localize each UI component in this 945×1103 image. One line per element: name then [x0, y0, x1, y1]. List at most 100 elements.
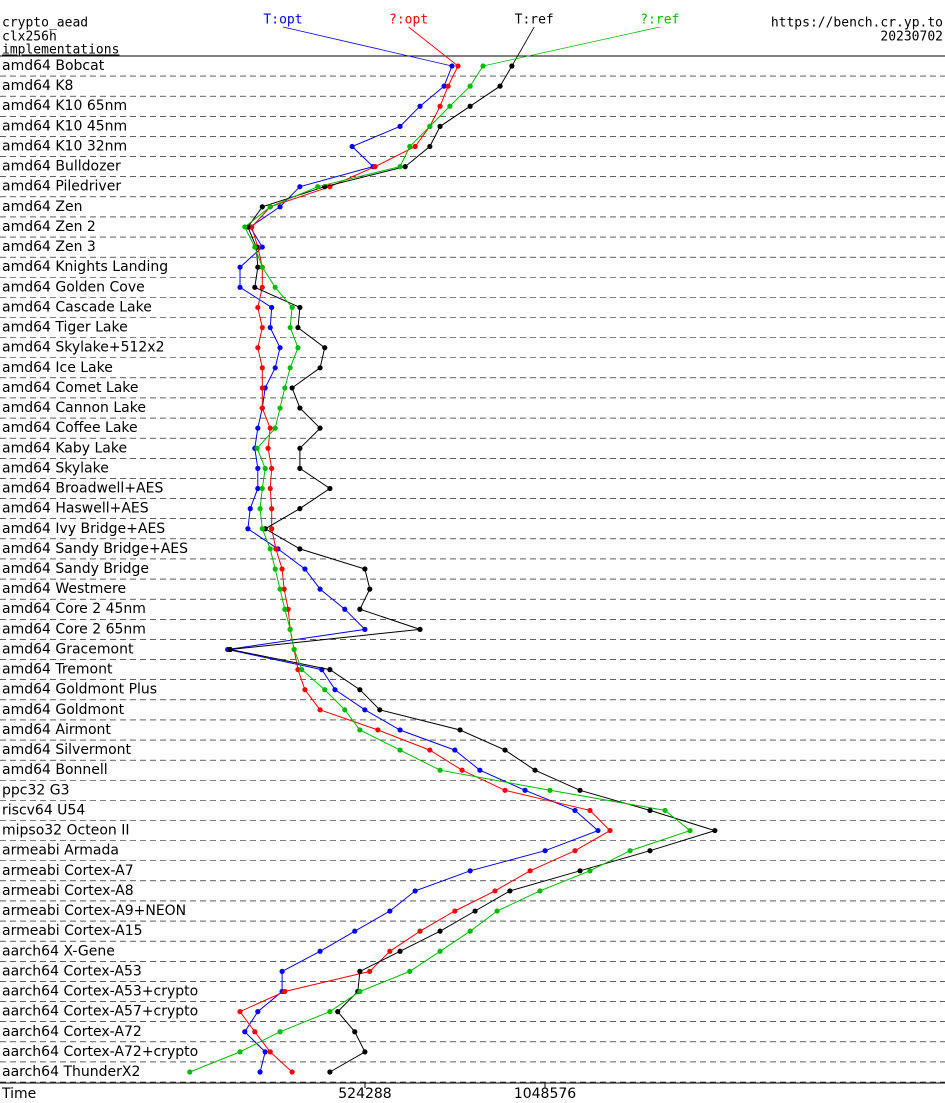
point [572, 807, 578, 814]
y-tick-label: amd64 Goldmont [2, 702, 125, 718]
point [255, 425, 261, 431]
y-tick-label: aarch64 Cortex-A57+crypto [2, 1004, 198, 1020]
point [227, 646, 233, 653]
point [282, 988, 288, 995]
y-tick-label: amd64 Comet Lake [2, 380, 139, 396]
y-tick-label: amd64 K10 32nm [2, 138, 127, 154]
point [387, 908, 393, 914]
point [279, 566, 285, 572]
point [367, 968, 373, 975]
point [372, 164, 378, 170]
legend-label: ?:ref [640, 13, 679, 28]
y-tick-label: amd64 Goldmont Plus [2, 682, 157, 698]
y-tick-label: aarch64 Cortex-A72+crypto [2, 1044, 198, 1060]
point [289, 385, 295, 391]
y-tick-label: aarch64 Cortex-A53 [2, 963, 142, 979]
point [417, 103, 423, 109]
point [407, 143, 413, 150]
y-tick-label: ppc32 G3 [2, 782, 70, 798]
point [437, 928, 443, 934]
point [459, 767, 465, 773]
header-line: implementations [2, 43, 119, 58]
point [362, 707, 368, 713]
y-tick-label: amd64 K8 [2, 78, 73, 94]
legend-label: T:ref [515, 13, 554, 28]
y-tick-label: amd64 Bonnell [2, 762, 108, 778]
point [277, 204, 283, 210]
point [297, 184, 303, 190]
point [577, 787, 583, 793]
point [367, 586, 373, 592]
point [362, 626, 368, 632]
point [315, 184, 321, 190]
point [277, 345, 283, 351]
point [537, 888, 543, 894]
y-tick-label: aarch64 X-Gene [2, 943, 115, 959]
point [255, 485, 261, 492]
y-tick-label: armeabi Cortex-A9+NEON [2, 903, 186, 919]
point [352, 928, 358, 934]
point [267, 485, 273, 492]
point [297, 506, 303, 512]
point [237, 1009, 243, 1015]
point [262, 1049, 268, 1055]
point [317, 707, 323, 713]
point [259, 204, 265, 210]
point [272, 566, 278, 572]
point [532, 767, 538, 773]
point [267, 546, 273, 552]
point [397, 727, 403, 733]
point [302, 687, 308, 693]
point [287, 626, 293, 632]
y-tick-label: amd64 Coffee Lake [2, 420, 138, 436]
point [427, 747, 433, 753]
point [467, 83, 473, 89]
point [509, 63, 515, 69]
point [687, 827, 693, 834]
y-tick-label: amd64 Zen [2, 199, 82, 215]
point [497, 83, 503, 89]
point [397, 948, 403, 954]
y-tick-label: armeabi Cortex-A7 [2, 863, 134, 879]
y-tick-label: aarch64 ThunderX2 [2, 1064, 140, 1080]
x-tick-label: 524288 [338, 1086, 391, 1102]
point [480, 63, 486, 69]
header-line: crypto_aead [2, 16, 88, 31]
point [342, 707, 348, 713]
legend-leader [511, 26, 535, 67]
point [255, 465, 261, 471]
y-tick-label: amd64 Westmere [2, 581, 126, 597]
y-tick-label: amd64 Haswell+AES [2, 501, 149, 517]
y-tick-label: amd64 Broadwell+AES [2, 481, 163, 497]
point [467, 928, 473, 934]
point [627, 848, 633, 854]
point [237, 284, 243, 290]
point [494, 908, 500, 914]
point [247, 506, 253, 512]
point [445, 83, 451, 89]
point [427, 123, 433, 129]
point [257, 506, 263, 512]
y-tick-label: amd64 Ivy Bridge+AES [2, 521, 165, 537]
point [502, 787, 508, 793]
point [322, 345, 328, 351]
x-tick-label: 1048576 [514, 1086, 576, 1102]
point [297, 304, 303, 311]
point [259, 264, 265, 270]
y-tick-label: riscv64 U54 [2, 802, 85, 818]
point [297, 405, 303, 411]
point [262, 465, 268, 471]
point [252, 244, 258, 250]
point [327, 667, 333, 673]
point [455, 63, 461, 69]
y-tick-label: amd64 Tiger Lake [2, 320, 128, 336]
y-tick-label: amd64 Zen 3 [2, 239, 96, 255]
point [259, 365, 265, 371]
y-tick-label: amd64 Silvermont [2, 742, 132, 758]
point [237, 1049, 243, 1055]
point [572, 848, 578, 854]
point [437, 103, 443, 109]
point [289, 1069, 295, 1075]
point [712, 827, 718, 834]
point [267, 324, 273, 331]
